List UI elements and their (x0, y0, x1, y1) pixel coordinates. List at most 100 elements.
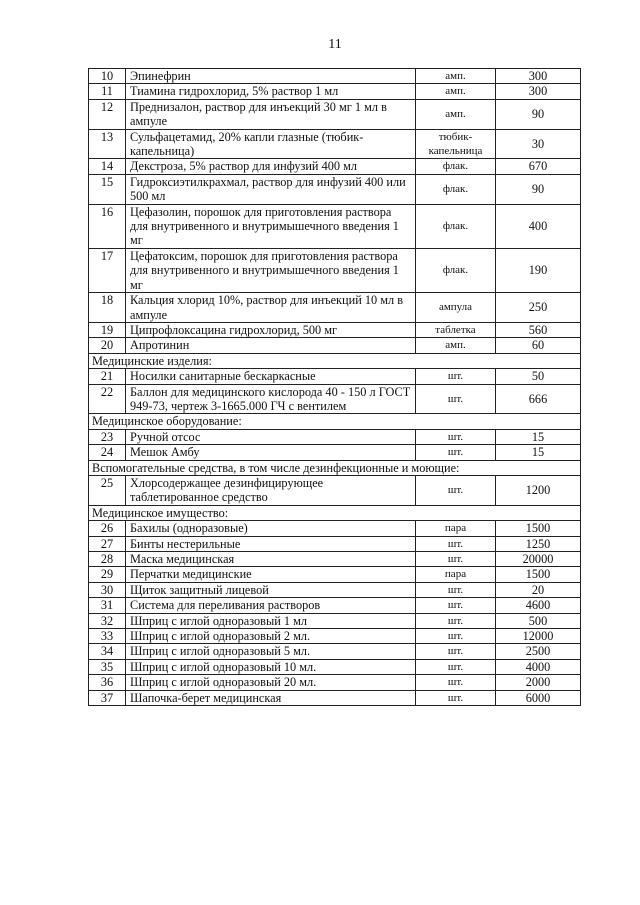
table-row: 12 Преднизалон, раствор для инъекций 30 м… (88, 98, 581, 130)
row-number: 36 (88, 674, 126, 691)
item-name: Носилки санитарные бескаркасные (125, 368, 416, 385)
table-row: 35 Шприц с иглой одноразовый 10 мл. шт. 400… (88, 658, 581, 676)
row-number: 25 (88, 474, 126, 506)
quantity: 50 (495, 368, 581, 385)
row-number: 10 (88, 67, 126, 85)
row-number: 17 (88, 247, 126, 294)
quantity: 6000 (495, 689, 581, 707)
item-name: Бинты нестерильные (125, 535, 416, 553)
row-number: 15 (88, 173, 126, 205)
unit-of-measure: шт. (415, 383, 496, 415)
item-name: Перчатки медицинские (125, 566, 416, 583)
table-row: 27 Бинты нестерильные шт. 1250 (88, 535, 581, 553)
row-number: 28 (88, 550, 126, 568)
unit-of-measure: шт. (415, 658, 496, 676)
quantity: 1500 (495, 520, 581, 537)
table-row: 24 Мешок Амбу шт. 15 (88, 444, 581, 461)
unit-of-measure: пара (415, 566, 496, 583)
unit-of-measure: шт. (415, 550, 496, 568)
unit-of-measure: шт. (415, 643, 496, 660)
item-name: Маска медицинская (125, 550, 416, 568)
row-number: 27 (88, 535, 126, 553)
item-name: Система для переливания растворов (125, 597, 416, 614)
table-row: 33 Шприц с иглой одноразовый 2 мл. шт. 1200… (88, 628, 581, 645)
quantity: 60 (495, 337, 581, 354)
quantity: 670 (495, 158, 581, 175)
quantity: 20 (495, 581, 581, 599)
table-row: 30 Щиток защитный лицевой шт. 20 (88, 581, 581, 599)
unit-of-measure: шт. (415, 368, 496, 385)
item-name: Апротинин (125, 337, 416, 354)
unit-of-measure: ампула (415, 292, 496, 323)
table-row: 28 Маска медицинская шт. 20000 (88, 550, 581, 568)
table-row: 17 Цефатоксим, порошок для приготовления … (88, 247, 581, 294)
quantity: 1200 (495, 474, 581, 506)
row-number: 16 (88, 203, 126, 249)
row-number: 20 (88, 337, 126, 354)
row-number: 14 (88, 158, 126, 175)
row-number: 35 (88, 658, 126, 676)
unit-of-measure: шт. (415, 674, 496, 691)
unit-of-measure: шт. (415, 535, 496, 553)
section-title: Медицинское оборудование: (88, 413, 581, 430)
item-name: Ручной отсос (125, 428, 416, 446)
quantity: 1250 (495, 535, 581, 553)
unit-of-measure: таблетка (415, 321, 496, 339)
table-row: 37 Шапочка-берет медицинская шт. 6000 (88, 689, 581, 707)
table-row: 13 Сульфацетамид, 20% капли глазные (тюби… (88, 128, 581, 160)
unit-of-measure: амп. (415, 98, 496, 130)
item-name: Шприц с иглой одноразовый 1 мл (125, 612, 416, 630)
quantity: 20000 (495, 550, 581, 568)
table-row: 22 Баллон для медицинского кислорода 40 -… (88, 383, 581, 415)
quantity: 190 (495, 247, 581, 294)
item-name: Ципрофлоксацина гидрохлорид, 500 мг (125, 321, 416, 339)
item-name: Шприц с иглой одноразовый 10 мл. (125, 658, 416, 676)
item-name: Бахилы (одноразовые) (125, 520, 416, 537)
item-name: Гидроксиэтилкрахмал, раствор для инфузий… (125, 173, 416, 205)
item-name: Тиамина гидрохлорид, 5% раствор 1 мл (125, 83, 416, 100)
unit-of-measure: амп. (415, 337, 496, 354)
unit-of-measure: флак. (415, 173, 496, 205)
row-number: 18 (88, 292, 126, 323)
unit-of-measure: шт. (415, 689, 496, 707)
section-header-row: Медицинские изделия: (88, 352, 581, 370)
unit-of-measure: пара (415, 520, 496, 537)
quantity: 300 (495, 83, 581, 100)
unit-of-measure: амп. (415, 83, 496, 100)
row-number: 13 (88, 128, 126, 160)
section-title: Медицинские изделия: (88, 352, 581, 370)
page-number: 11 (328, 37, 342, 52)
item-name: Цефазолин, порошок для приготовления рас… (125, 203, 416, 249)
unit-of-measure: флак. (415, 203, 496, 249)
item-name: Эпинефрин (125, 67, 416, 85)
table-row: 32 Шприц с иглой одноразовый 1 мл шт. 500 (88, 612, 581, 630)
quantity: 666 (495, 383, 581, 415)
unit-of-measure: амп. (415, 67, 496, 85)
table-row: 15 Гидроксиэтилкрахмал, раствор для инфуз… (88, 173, 581, 205)
unit-of-measure: шт. (415, 444, 496, 461)
quantity: 90 (495, 173, 581, 205)
quantity: 250 (495, 292, 581, 323)
unit-of-measure: шт. (415, 428, 496, 446)
table-row: 36 Шприц с иглой одноразовый 20 мл. шт. 200… (88, 674, 581, 691)
row-number: 11 (88, 83, 126, 100)
quantity: 300 (495, 67, 581, 85)
unit-of-measure: шт. (415, 581, 496, 599)
unit-of-measure: шт. (415, 612, 496, 630)
item-name: Баллон для медицинского кислорода 40 - 1… (125, 383, 416, 415)
quantity: 1500 (495, 566, 581, 583)
row-number: 31 (88, 597, 126, 614)
row-number: 26 (88, 520, 126, 537)
table-row: 20 Апротинин амп. 60 (88, 337, 581, 354)
item-name: Цефатоксим, порошок для приготовления ра… (125, 247, 416, 294)
supplies-table: 10 Эпинефрин амп. 300 11 Тиамина гидрохлорид,… (88, 67, 581, 707)
unit-of-measure: флак. (415, 158, 496, 175)
item-name: Мешок Амбу (125, 444, 416, 461)
item-name: Хлорсодержащее дезинфицирующее таблетиро… (125, 474, 416, 506)
row-number: 30 (88, 581, 126, 599)
item-name: Шприц с иглой одноразовый 20 мл. (125, 674, 416, 691)
item-name: Сульфацетамид, 20% капли глазные (тюбик-… (125, 128, 416, 160)
unit-of-measure: шт. (415, 474, 496, 506)
table-row: 14 Декстроза, 5% раствор для инфузий 400 … (88, 158, 581, 175)
table-row: 16 Цефазолин, порошок для приготовления р… (88, 203, 581, 249)
